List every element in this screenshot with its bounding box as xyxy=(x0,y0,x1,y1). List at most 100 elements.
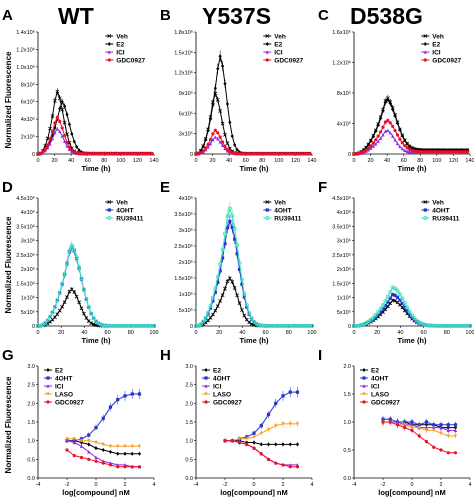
data-point-h-e2 xyxy=(252,440,256,445)
x-tick-label-e: 60 xyxy=(263,330,269,336)
data-point-e-ru39411 xyxy=(288,323,293,328)
x-tick-label-b: 120 xyxy=(291,158,300,164)
data-point-e-4oht xyxy=(233,237,237,241)
legend-label-g-laso: LASO xyxy=(55,391,73,398)
data-point-e-ru39411 xyxy=(208,303,213,308)
data-point-f-ru39411 xyxy=(463,323,468,328)
legend-label-g-ici: ICI xyxy=(55,383,64,390)
data-point-a-gdc0927 xyxy=(50,130,55,134)
data-point-d-ru39411 xyxy=(135,323,140,328)
x-tick-label-f: 100 xyxy=(465,330,474,336)
legend-label-e-4oht: 4OHT xyxy=(274,207,291,214)
y-tick-label-d: 1.5x10⁶ xyxy=(16,280,35,287)
data-point-e-ru39411 xyxy=(285,323,290,328)
data-point-b-ici xyxy=(211,138,215,142)
y-tick-label-g: 3.0 xyxy=(27,364,35,370)
legend-label-b-ici: ICI xyxy=(274,49,283,56)
y-tick-label-f: 1.5x10⁶ xyxy=(332,280,351,287)
data-point-d-ru39411 xyxy=(123,323,128,328)
data-point-a-e2 xyxy=(77,148,81,153)
data-point-i-gdc0927 xyxy=(453,451,458,455)
y-tick-label-e: 1x10⁶ xyxy=(179,291,193,298)
data-point-d-ru39411 xyxy=(72,247,77,252)
legend-marker-g xyxy=(46,376,50,380)
data-point-a-gdc0927 xyxy=(101,152,105,156)
y-tick-label-a: 0 xyxy=(32,152,35,158)
data-point-b-gdc0927 xyxy=(252,152,256,156)
data-point-e-ru39411 xyxy=(239,277,244,282)
data-point-c-gdc0927 xyxy=(424,150,429,154)
data-point-a-e2 xyxy=(72,139,76,144)
legend-marker-g xyxy=(46,400,50,404)
data-point-d-ru39411 xyxy=(113,323,118,328)
data-point-g-4oht xyxy=(137,392,142,396)
data-point-b-gdc0927 xyxy=(213,128,217,132)
data-point-a-gdc0927 xyxy=(91,152,96,156)
y-tick-label-d: 0 xyxy=(32,324,35,330)
y-tick-label-e: 3x10⁶ xyxy=(179,227,193,234)
data-point-g-gdc0927 xyxy=(116,465,120,469)
data-point-e-veh xyxy=(213,308,218,313)
data-point-d-ru39411 xyxy=(65,260,70,265)
legend-marker-i xyxy=(362,376,366,380)
data-point-c-ici xyxy=(381,133,385,137)
data-point-g-gdc0927 xyxy=(101,461,105,465)
data-point-d-ru39411 xyxy=(115,323,120,328)
legend-label-e-ru39411: RU39411 xyxy=(274,215,301,222)
data-point-c-gdc0927 xyxy=(354,152,359,156)
data-point-a-gdc0927 xyxy=(125,152,130,156)
data-point-c-ici xyxy=(410,150,414,154)
data-point-e-ru39411 xyxy=(244,302,249,307)
data-point-b-veh xyxy=(218,109,223,113)
legend-marker-f xyxy=(423,200,428,204)
data-point-c-e2 xyxy=(369,138,373,143)
x-tick-label-g: -2 xyxy=(65,482,70,488)
y-tick-label-b: 9x10⁵ xyxy=(179,90,193,97)
y-tick-label-i: 2.0 xyxy=(343,364,351,370)
x-tick-label-a: 20 xyxy=(52,158,58,164)
x-tick-label-h: -2 xyxy=(223,482,228,488)
x-tick-label-h: 2 xyxy=(281,482,284,488)
data-point-b-gdc0927 xyxy=(225,148,230,152)
x-tick-label-b: 40 xyxy=(226,158,232,164)
data-point-f-ru39411 xyxy=(455,323,460,328)
data-point-a-gdc0927 xyxy=(137,152,142,156)
data-point-f-ru39411 xyxy=(446,323,451,328)
data-point-d-ru39411 xyxy=(91,316,96,321)
y-tick-label-d: 3x10⁶ xyxy=(21,238,35,245)
data-point-c-gdc0927 xyxy=(407,147,412,151)
data-point-f-4oht xyxy=(405,309,409,313)
data-point-b-gdc0927 xyxy=(208,138,213,142)
data-point-e-4oht xyxy=(237,267,242,272)
data-point-c-e2 xyxy=(403,138,407,143)
data-point-f-ru39411 xyxy=(412,316,417,321)
data-point-a-ici xyxy=(60,134,64,138)
data-point-e-ru39411 xyxy=(232,226,237,231)
legend-label-c-e2: E2 xyxy=(432,41,440,48)
data-point-e-ru39411 xyxy=(220,247,225,252)
data-point-e-ru39411 xyxy=(227,206,232,211)
x-tick-label-b: 140 xyxy=(307,158,316,164)
data-point-i-gdc0927 xyxy=(381,420,385,424)
data-point-c-gdc0927 xyxy=(461,150,465,154)
data-point-d-ru39411 xyxy=(74,255,79,260)
x-axis-label-d: Time (h) xyxy=(81,336,111,345)
data-point-f-ru39411 xyxy=(424,323,429,328)
chart-panel-h: -4 -2 0 2 4 0.0 0.5 1.0 1.5 2.0 2.5 3.0 log[compound… xyxy=(185,364,313,497)
x-tick-label-c: 20 xyxy=(368,158,374,164)
data-point-d-ru39411 xyxy=(149,323,154,328)
data-point-d-ru39411 xyxy=(101,323,106,328)
chart-panel-i: -4 -2 0 2 4 0.0 0.5 1.0 1.5 2.0 log[compound] nM E2… xyxy=(343,364,471,497)
x-tick-label-c: 120 xyxy=(449,158,458,164)
data-point-e-4oht xyxy=(228,219,232,223)
legend-marker-f xyxy=(423,208,427,212)
x-tick-label-i: 0 xyxy=(410,482,413,488)
data-point-h-e2 xyxy=(274,442,278,447)
data-point-f-ru39411 xyxy=(400,296,405,301)
data-point-a-gdc0927 xyxy=(89,152,93,156)
data-point-h-4oht xyxy=(252,431,256,435)
data-point-c-gdc0927 xyxy=(374,138,378,142)
panel-label-c: C xyxy=(318,7,329,24)
data-point-e-ru39411 xyxy=(249,316,254,321)
data-point-c-gdc0927 xyxy=(359,151,363,155)
